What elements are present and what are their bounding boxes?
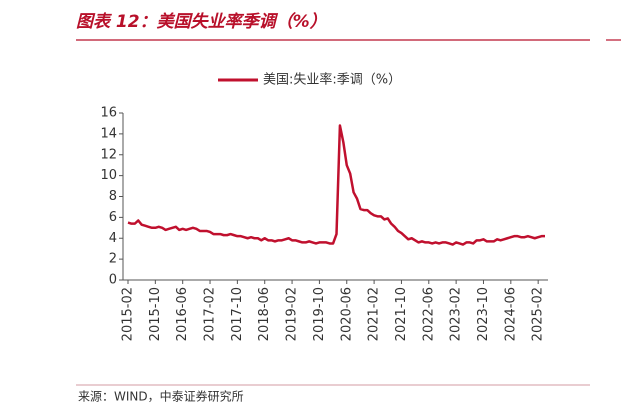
x-tick-label: 2024-06: [503, 287, 518, 341]
x-tick-label: 2023-10: [476, 287, 491, 341]
x-tick-label: 2019-02: [285, 287, 300, 341]
series-line: [127, 124, 545, 246]
y-tick-label: 16: [100, 106, 117, 121]
x-tick-label: 2021-10: [394, 287, 409, 341]
y-tick-label: 14: [100, 126, 117, 141]
x-tick-label: 2021-02: [367, 287, 382, 341]
x-tick-label: 2015-02: [121, 287, 136, 341]
y-tick-label: 0: [109, 273, 117, 288]
y-tick-label: 2: [109, 252, 117, 267]
y-tick-label: 12: [100, 147, 117, 162]
x-tick-label: 2016-06: [175, 287, 190, 341]
source: 来源：WIND，中泰证券研究所: [78, 389, 244, 404]
x-tick-label: 2019-10: [312, 287, 327, 341]
x-tick-label: 2017-10: [230, 287, 245, 341]
x-tick-label: 2015-10: [148, 287, 163, 341]
y-tick-label: 10: [100, 168, 117, 183]
x-tick-label: 2025-02: [531, 287, 546, 341]
y-tick-label: 8: [109, 189, 117, 204]
x-tick-label: 2017-02: [203, 287, 218, 341]
x-tick-label: 2023-02: [449, 287, 464, 341]
y-tick-label: 4: [109, 231, 117, 246]
y-tick-label: 6: [109, 210, 117, 225]
x-tick-label: 2022-06: [421, 287, 436, 341]
x-tick-label: 2018-06: [257, 287, 272, 341]
legend-label: 美国:失业率:季调（%）: [263, 72, 401, 88]
chart-title: 图表 12：美国失业率季调（%）: [76, 12, 327, 32]
x-tick-label: 2020-06: [339, 287, 354, 341]
